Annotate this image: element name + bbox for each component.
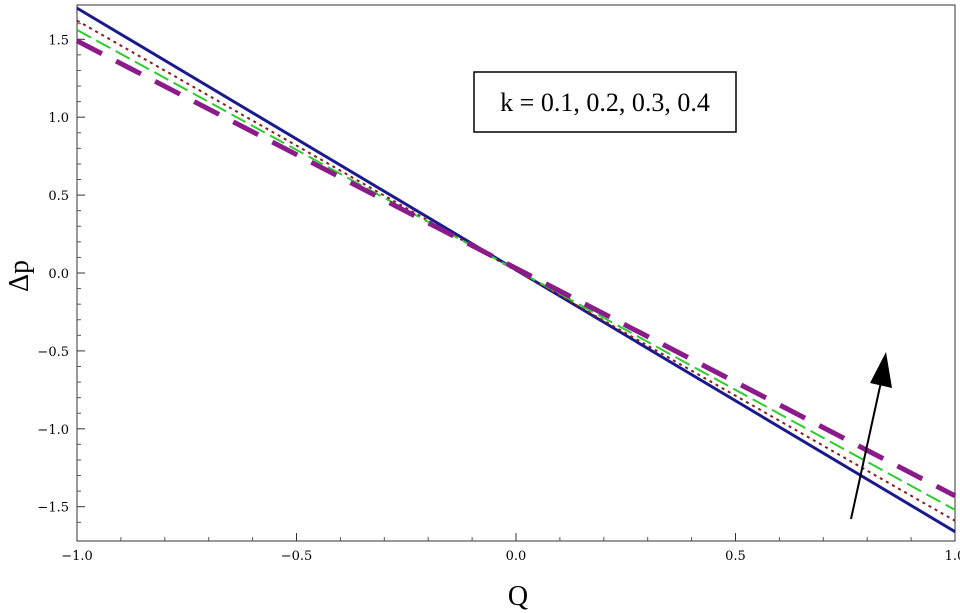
y-tick-label: −1.0 — [37, 423, 69, 438]
x-tick-label: 0.5 — [725, 549, 746, 564]
series-group — [75, 6, 957, 533]
series-line-3 — [76, 29, 956, 511]
legend-text: k = 0.1, 0.2, 0.3, 0.4 — [500, 88, 710, 117]
legend-frame — [473, 71, 737, 133]
y-tick-label: −0.5 — [37, 345, 69, 360]
y-tick-label: 0.0 — [48, 267, 69, 282]
arrow-shaft — [850, 381, 882, 520]
x-tick-label: −0.5 — [281, 549, 313, 564]
y-axis-title: Δp — [4, 260, 35, 292]
increase-arrow — [850, 352, 892, 520]
y-tick-label: 1.0 — [48, 111, 69, 126]
series-line-4 — [75, 38, 957, 499]
x-axis-title: Q — [508, 581, 528, 612]
arrow-head — [870, 352, 892, 388]
y-tick-label: 0.5 — [48, 189, 69, 204]
x-tick-label: 0.0 — [506, 549, 527, 564]
x-tick-label: −1.0 — [61, 549, 93, 564]
y-tick-label: 1.5 — [48, 33, 69, 48]
y-tick-label: −1.5 — [37, 501, 69, 516]
legend-box: k = 0.1, 0.2, 0.3, 0.4 — [473, 71, 737, 133]
axis-tick-labels: −1.0 −0.5 0.0 0.5 1.0 1.5 1.0 0.5 0.0 −0.5 −1.0 −1.… — [37, 33, 960, 564]
axis-ticks — [76, 23, 956, 541]
x-tick-label: 1.0 — [945, 549, 960, 564]
